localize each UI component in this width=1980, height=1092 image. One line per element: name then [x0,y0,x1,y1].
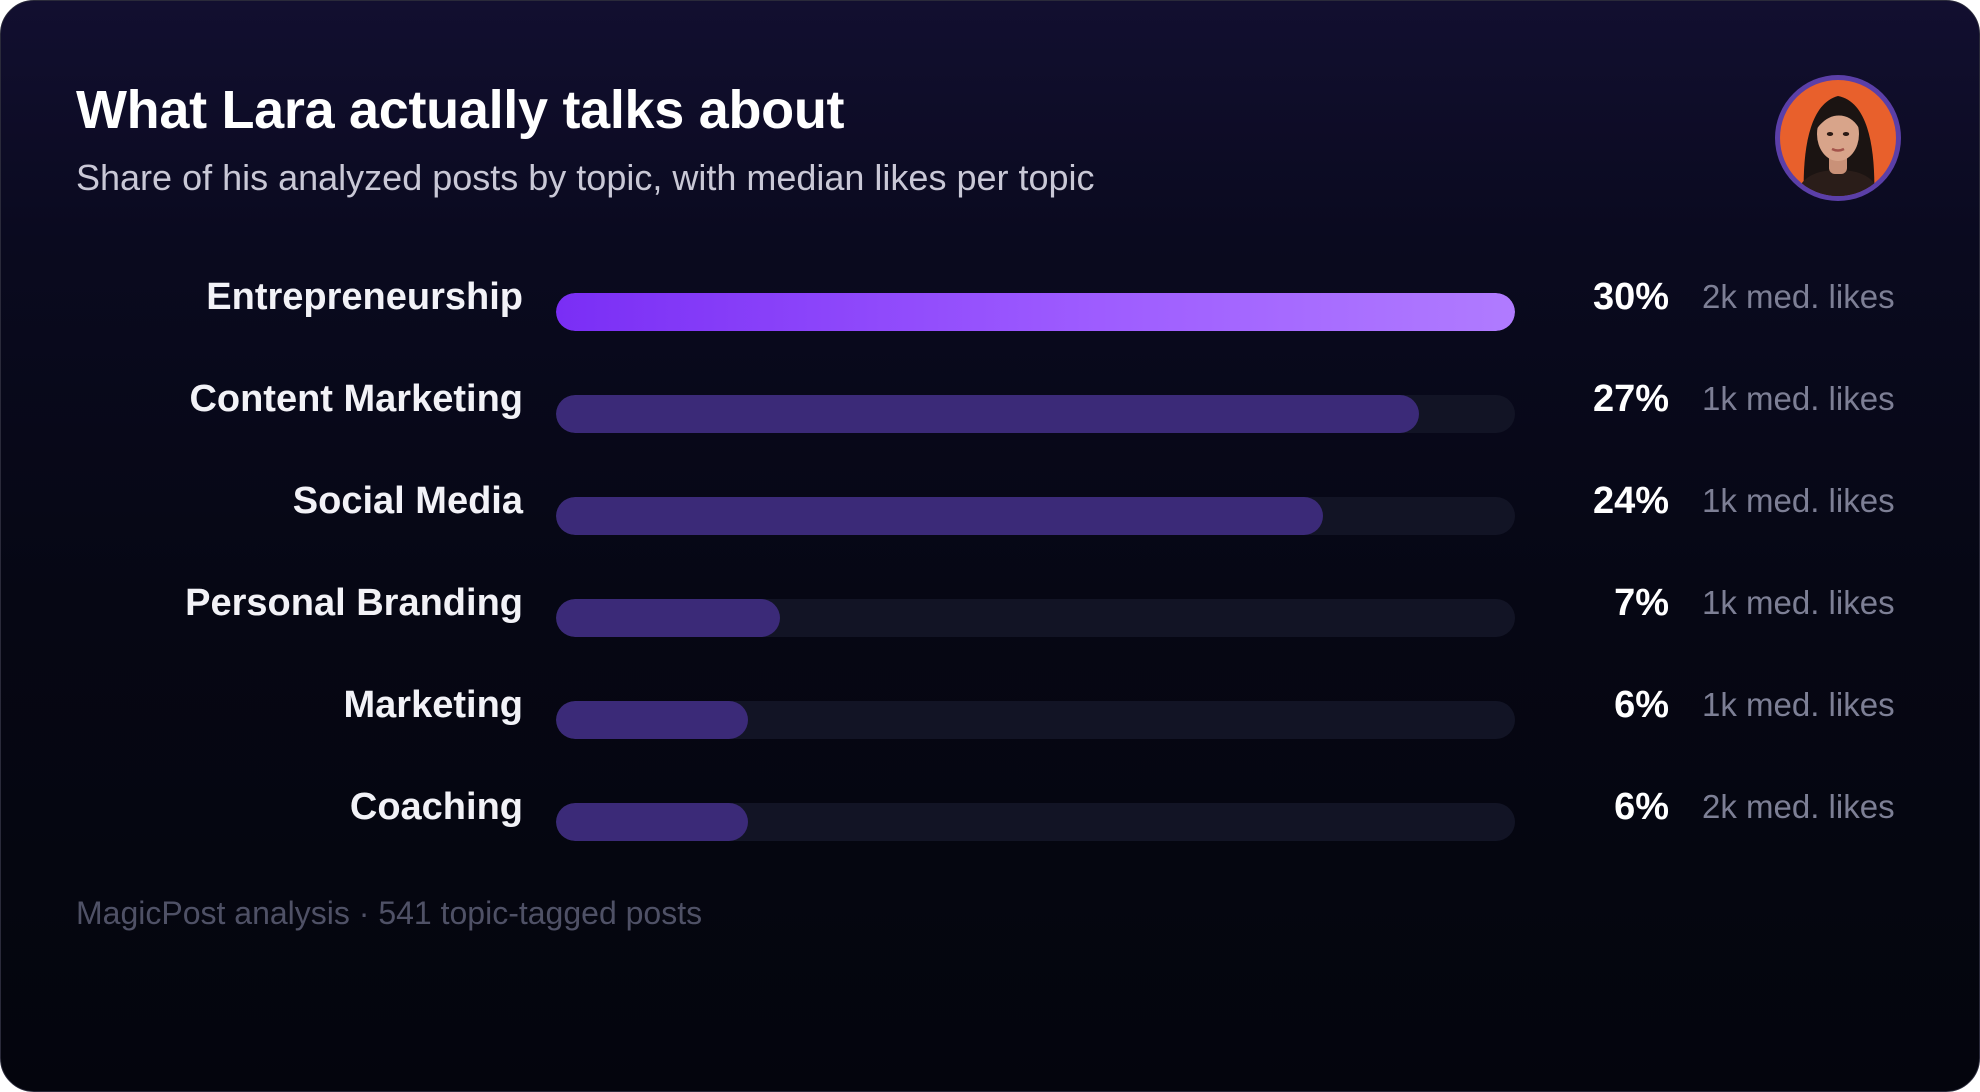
bar-track [556,599,1515,637]
median-likes-label: 1k med. likes [1702,482,1895,519]
median-likes-label: 1k med. likes [1702,380,1895,417]
bar-row: Social Media 24% 1k med. likes [1,462,1979,542]
category-label: Content Marketing [189,378,523,420]
category-label: Coaching [349,786,523,828]
value-label: 24% [1592,480,1669,522]
median-likes-label: 2k med. likes [1702,788,1895,825]
bar-track [556,395,1515,433]
bar [556,293,1515,331]
category-label: Personal Branding [185,582,523,624]
bar-track [556,701,1515,739]
chart-subtitle: Share of his analyzed posts by topic, wi… [76,157,1095,198]
bar-row: Entrepreneurship 30% 2k med. likes [1,258,1979,338]
bar-track [556,803,1515,841]
bar [556,599,780,637]
bar-track [556,497,1515,535]
avatar [1774,74,1902,202]
bar [556,701,748,739]
category-label: Entrepreneurship [206,276,523,318]
value-label: 27% [1592,378,1669,420]
chart-footer: MagicPost analysis · 541 topic-tagged po… [76,895,703,931]
chart-title: What Lara actually talks about [76,80,845,140]
value-label: 6% [1614,684,1669,726]
bar [556,803,748,841]
value-label: 6% [1614,786,1669,828]
bar [556,497,1324,535]
bar-row: Coaching 6% 2k med. likes [1,768,1979,848]
category-label: Social Media [292,480,523,522]
median-likes-label: 1k med. likes [1702,584,1895,621]
category-label: Marketing [343,684,523,726]
median-likes-label: 2k med. likes [1702,278,1895,315]
bar [556,395,1420,433]
value-label: 30% [1592,276,1669,318]
bar-row: Personal Branding 7% 1k med. likes [1,564,1979,644]
bar-row: Content Marketing 27% 1k med. likes [1,360,1979,440]
bar-track [556,293,1515,331]
value-label: 7% [1614,582,1669,624]
bar-row: Marketing 6% 1k med. likes [1,666,1979,746]
median-likes-label: 1k med. likes [1702,686,1895,723]
profile-photo-icon [1775,75,1901,201]
